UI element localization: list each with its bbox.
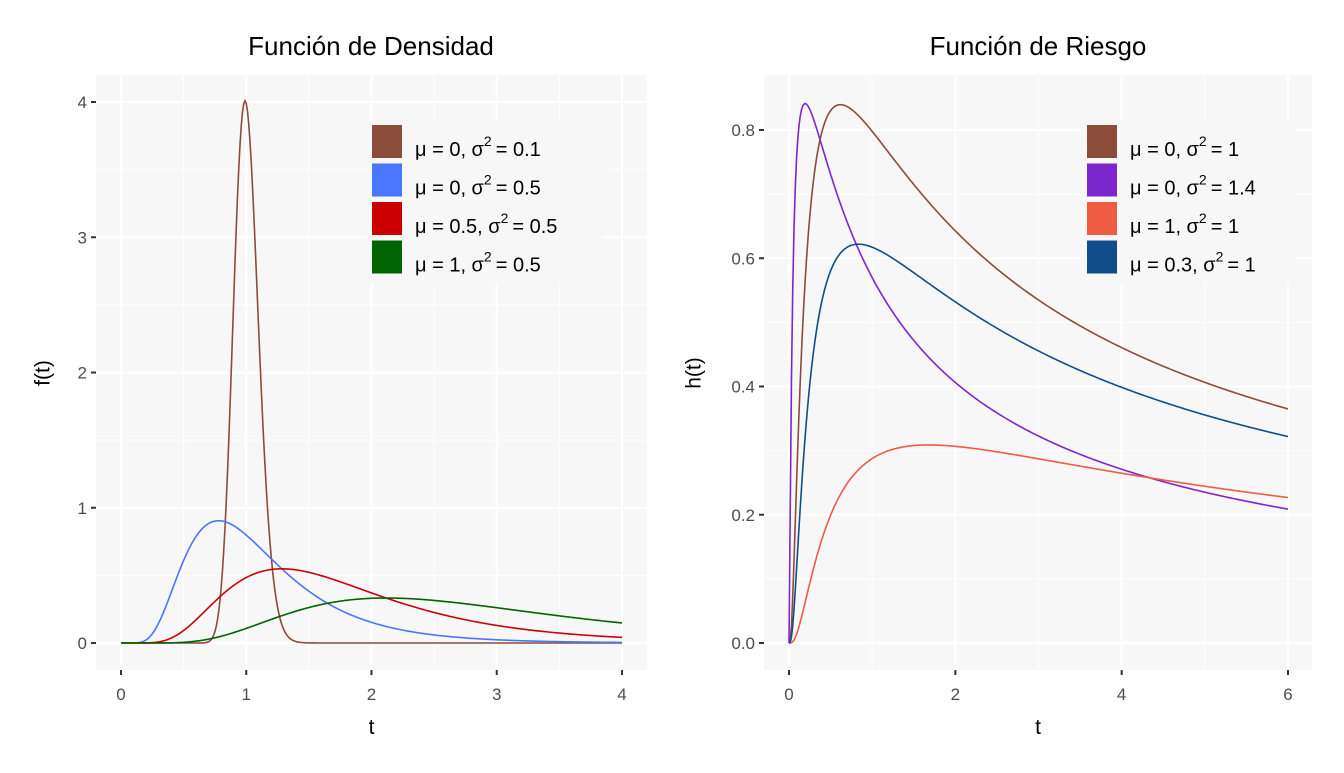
legend-label-superscript: 2 [1199,133,1207,149]
series-line [788,243,1289,644]
legend-label-sigma: = 0.5 [496,178,541,200]
legend-label-mu: μ = 0.5, σ [415,216,501,238]
x-tick-label: 6 [1283,685,1292,704]
y-axis-label: f(t) [31,360,54,386]
x-tick-label: 2 [367,685,376,704]
legend: μ = 0, σ2 = 1μ = 0, σ2 = 1.4μ = 1, σ2 = 1μ … [1082,120,1296,283]
legend-key [1087,240,1117,274]
y-axis-label: h(t) [682,357,705,389]
legend-background [1082,120,1296,283]
legend-label-superscript: 2 [484,172,492,188]
legend-label: μ = 0.3, σ2 = 1 [1130,249,1256,277]
legend-label-sigma: = 0.1 [496,139,541,161]
legend-label: μ = 0.5, σ2 = 0.5 [415,210,557,238]
legend-label-superscript: 2 [1199,210,1207,226]
series-line [788,103,1289,644]
x-tick-label: 0 [784,685,793,704]
legend-key [372,202,402,235]
legend-label-sigma: = 1 [1211,139,1239,161]
y-tick-label: 0 [78,634,87,653]
x-axis-label: t [1035,716,1041,739]
legend-key [372,240,402,274]
x-tick-label: 0 [116,685,125,704]
x-tick-label: 4 [617,685,626,704]
legend-label-superscript: 2 [1216,249,1224,265]
x-axis-label: t [369,716,375,739]
legend-key [372,125,402,158]
legend-label-sigma: = 0.5 [512,216,557,238]
legend-label: μ = 0, σ2 = 1.4 [1130,172,1256,200]
legend-background [367,120,603,283]
x-tick-label: 4 [1117,685,1126,704]
legend-label-sigma: = 1 [1227,255,1255,277]
y-tick-label: 0.4 [731,378,755,397]
legend-label-mu: μ = 0, σ [1130,139,1200,161]
legend-label: μ = 1, σ2 = 1 [1130,210,1239,238]
y-tick-label: 3 [78,228,87,247]
legend-label: μ = 0, σ2 = 0.1 [415,133,541,161]
legend: μ = 0, σ2 = 0.1μ = 0, σ2 = 0.5μ = 0.5, σ2 =… [367,120,603,283]
series-line [121,568,623,644]
legend-key [372,163,402,197]
y-tick-label: 0.6 [731,249,755,268]
legend-label: μ = 0, σ2 = 1 [1130,133,1239,161]
legend-label-superscript: 2 [484,249,492,265]
y-tick-label: 1 [78,499,87,518]
y-tick-label: 0.2 [731,506,755,525]
legend-label-mu: μ = 0.3, σ [1130,255,1216,277]
legend-label-superscript: 2 [1199,172,1207,188]
legend-label: μ = 1, σ2 = 0.5 [415,249,541,277]
legend-label: μ = 0, σ2 = 0.5 [415,172,541,200]
panel-hazard: 0 2 4 6 0.0 0.2 0.4 0.6 0.8 Función de Riesgo t h(t… [682,31,1312,739]
legend-label-mu: μ = 0, σ [415,178,485,200]
legend-label-mu: μ = 0, σ [1130,178,1200,200]
series-line [121,98,622,644]
legend-label-superscript: 2 [501,210,509,226]
legend-label-mu: μ = 0, σ [415,139,485,161]
legend-label-superscript: 2 [484,133,492,149]
chart-title: Función de Riesgo [930,31,1147,61]
legend-label-sigma: = 1.4 [1211,178,1256,200]
series-line [788,444,1289,644]
y-tick-label: 0.0 [731,634,755,653]
legend-key [1087,202,1117,235]
x-tick-label: 2 [951,685,960,704]
legend-key [1087,163,1117,197]
chart-title: Función de Densidad [248,31,494,61]
series-line [788,102,1289,644]
series-line [121,597,623,644]
panel-density: 0 1 2 3 4 0 1 2 3 4 Función de Densidad t f(t) μ = 0,… [31,31,647,739]
y-tick-label: 2 [78,364,87,383]
legend-label-mu: μ = 1, σ [1130,216,1200,238]
x-tick-label: 3 [492,685,501,704]
legend-key [1087,125,1117,158]
y-tick-label: 4 [78,93,87,112]
legend-label-sigma: = 0.5 [496,255,541,277]
series-line [121,519,623,644]
legend-label-sigma: = 1 [1211,216,1239,238]
legend-label-mu: μ = 1, σ [415,255,485,277]
y-tick-label: 0.8 [731,121,755,140]
x-tick-label: 1 [242,685,251,704]
